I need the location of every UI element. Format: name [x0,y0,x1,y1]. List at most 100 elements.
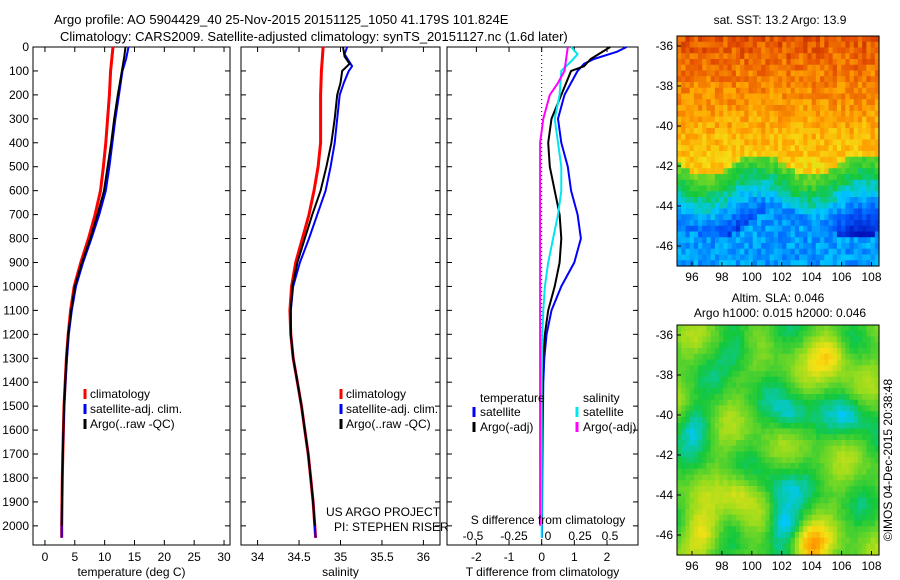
sst-map-cell [836,99,842,106]
sla-map-cell [752,371,758,378]
sla-map-cell [866,411,872,418]
sst-map-cell [706,237,712,244]
sst-map-cell [769,162,775,169]
sla-map-cell [727,405,733,412]
sla-map-cell [761,474,766,481]
sst-map-cell [874,174,880,181]
sst-map-cell [719,53,724,60]
sst-map-cell [698,237,703,244]
sla-map-cell [735,399,741,407]
sla-map-cell [811,509,817,516]
sla-map-cell [849,480,855,487]
sla-map-cell [828,376,834,384]
sla-map-cell [828,497,834,504]
sst-map-cell [714,220,720,227]
sla-map-cell [752,365,758,372]
sst-map-cell [836,110,842,118]
sst-map-cell [689,128,695,135]
sla-map-cell [862,399,867,407]
sst-map-cell [841,139,846,146]
sla-map-cell [845,537,851,545]
sla-map-cell [857,405,863,412]
sla-map-cell [803,509,809,516]
sla-map-cell [681,480,687,487]
sla-map-cell [811,440,817,447]
sla-map-cell [727,480,733,487]
sla-map-cell [765,359,771,366]
sst-map-cell [828,162,834,169]
sst-map-cell [799,208,804,215]
sla-map-cell [756,376,762,384]
sla-map-cell [723,336,729,343]
sla-map-cell [803,486,809,493]
sla-map-cell [677,325,682,332]
sla-map-cell [820,382,825,389]
sst-map-cell [841,254,846,261]
sla-map-cell [811,417,817,424]
sla-map-cell [723,353,729,361]
sst-map-cell [790,179,796,187]
sst-map-cell [841,225,846,233]
sst-map-cell [828,156,834,164]
sla-map-cell [719,486,724,493]
sst-map-cell [807,260,813,267]
sst-map-cell [693,59,699,66]
sst-map-cell [815,162,821,169]
project-annotation: US ARGO PROJECT [326,505,441,519]
sst-map-cell [731,64,737,72]
sst-map-cell [710,122,716,129]
sla-map-cell [719,463,724,470]
sst-map-cell [815,59,821,66]
sla-map-cell [828,399,834,407]
sla-map-cell [799,509,804,516]
sla-map-cell [693,463,699,470]
sla-map-cell [845,376,851,384]
sst-map-cell [870,82,876,89]
sla-map-cell [866,526,872,533]
sla-map-cell [744,457,750,464]
sla-map-cell [714,330,720,338]
sst-map-cell [857,36,863,43]
sst-map-cell [723,110,729,118]
sst-map-cell [874,41,880,49]
sla-map-cell [799,491,804,499]
sla-map-cell [820,445,825,453]
sla-map-cell [870,405,876,412]
sst-map-cell [841,122,846,129]
sla-map-cell [773,503,779,510]
sla-map-cell [727,520,733,527]
sla-map-cell [693,480,699,487]
sla-map-cell [870,411,876,418]
sla-map-cell [836,336,842,343]
sla-map-cell [862,417,867,424]
sla-map-cell [807,365,813,372]
sla-map-cell [740,480,745,487]
sst-map-cell [786,59,792,66]
sla-map-cell [849,371,855,378]
sst-map-cell [735,122,741,129]
sst-map-cell [714,151,720,158]
sst-map-cell [689,145,695,152]
sla-map-cell [698,445,703,453]
sla-map-cell [714,417,720,424]
sla-map-cell [803,434,809,441]
sla-map-cell [752,388,758,395]
diff-xtick-label: 0 [538,550,545,564]
sst-map-cell [794,128,800,135]
sla-map-cell [681,342,687,349]
sla-map-cell [706,451,712,458]
sst-map-cell [794,168,800,175]
sla-map-cell [765,486,771,493]
sst-map-cell [803,225,809,233]
sst-map-cell [849,174,855,181]
sla-map-cell [786,451,792,458]
sst-map-cell [866,179,872,187]
sla-map-cell [769,520,775,527]
sla-map-cell [870,480,876,487]
sla-map-cell [832,399,838,407]
sla-map-cell [841,365,846,372]
sla-map-cell [828,434,834,441]
sla-map-cell [727,353,733,361]
sst-map-cell [731,156,737,164]
sla-map-cell [693,486,699,493]
